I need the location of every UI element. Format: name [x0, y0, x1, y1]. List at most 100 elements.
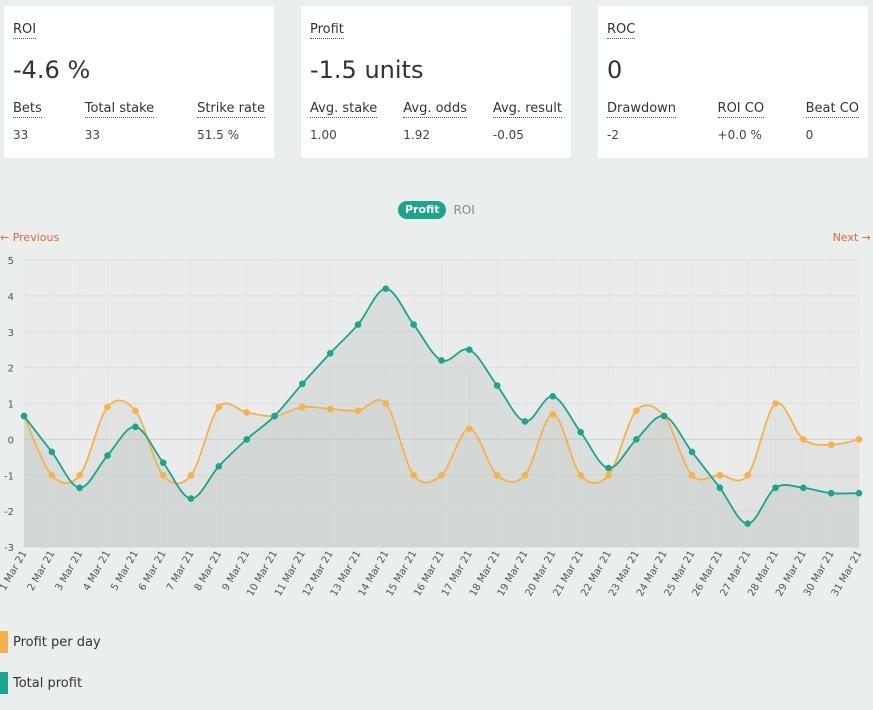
legend-swatch-profit-per-day	[0, 631, 8, 653]
data-point-total-profit	[660, 412, 668, 420]
x-tick-label: 1 Mar 21	[0, 549, 30, 593]
data-point-total-profit	[493, 382, 501, 389]
y-tick-label: -2	[4, 507, 14, 518]
y-tick-label: 4	[8, 292, 14, 303]
y-tick-label: 2	[8, 364, 14, 375]
data-point-total-profit	[577, 428, 584, 436]
data-point-profit-per-day	[215, 403, 223, 411]
avg-stake-value: 1.00	[310, 128, 337, 142]
x-tick-label: 9 Mar 21	[221, 549, 253, 593]
data-point-total-profit	[299, 380, 306, 388]
data-point-total-profit	[605, 464, 612, 472]
data-point-total-profit	[382, 285, 390, 292]
data-point-profit-per-day	[716, 471, 724, 479]
data-point-profit-per-day	[855, 436, 863, 443]
data-point-total-profit	[827, 489, 835, 497]
x-tick-label: 2 Mar 21	[26, 549, 58, 593]
data-point-profit-per-day	[549, 410, 557, 418]
data-point-total-profit	[159, 459, 167, 466]
data-point-profit-per-day	[466, 425, 473, 432]
data-point-total-profit	[744, 520, 751, 527]
profit-chart: 5 4 3 2 1 0 -1 -2 -31 Mar 212 Mar 213 Mar 214 Ma…	[0, 256, 865, 598]
legend-total-profit[interactable]: Total profit	[0, 672, 82, 694]
data-point-total-profit	[855, 489, 863, 497]
legend-swatch-total-profit	[0, 672, 8, 694]
data-point-total-profit	[48, 448, 56, 456]
data-point-profit-per-day	[132, 407, 139, 414]
roi-value: -4.6 %	[13, 56, 91, 84]
data-point-profit-per-day	[438, 471, 445, 479]
next-link[interactable]: Next →	[832, 231, 871, 244]
y-tick-label: 0	[8, 435, 14, 446]
data-point-total-profit	[104, 452, 111, 459]
data-point-total-profit	[521, 418, 529, 425]
chart-mode-toggle: Profit ROI	[398, 201, 475, 219]
x-tick-label: 8 Mar 21	[193, 549, 225, 593]
roc-label[interactable]: ROC	[607, 22, 636, 39]
profit-toggle-button[interactable]: Profit	[398, 201, 447, 219]
y-tick-label: 1	[8, 400, 14, 411]
data-point-profit-per-day	[326, 405, 334, 413]
beat-co-label[interactable]: Beat CO	[805, 101, 859, 118]
strike-rate-value: 51.5 %	[197, 128, 240, 142]
beat-co-value: 0	[805, 128, 814, 142]
series-area-profit-per-day	[24, 399, 859, 547]
total-stake-value: 33	[84, 128, 101, 142]
strike-rate-label[interactable]: Strike rate	[197, 101, 265, 118]
legend-label-total-profit: Total profit	[13, 675, 83, 691]
x-tick-label: 7 Mar 21	[165, 549, 197, 593]
roi-label[interactable]: ROI	[13, 22, 37, 39]
legend-profit-per-day[interactable]: Profit per day	[0, 631, 101, 653]
series-area-total-profit	[24, 288, 859, 547]
avg-odds-label[interactable]: Avg. odds	[403, 101, 467, 118]
drawdown-value: -2	[607, 128, 619, 142]
data-point-profit-per-day	[772, 400, 779, 407]
data-point-total-profit	[215, 462, 223, 470]
x-tick-label: 5 Mar 21	[109, 549, 141, 593]
previous-link[interactable]: ← Previous	[0, 231, 60, 244]
data-point-total-profit	[271, 412, 278, 420]
data-point-total-profit	[633, 436, 640, 443]
data-point-profit-per-day	[104, 403, 111, 411]
profit-card: Profit -1.5 units Avg. stake 1.00 Avg. od…	[301, 6, 571, 158]
data-point-profit-per-day	[48, 471, 56, 479]
avg-stake-label[interactable]: Avg. stake	[310, 101, 378, 118]
data-point-total-profit	[354, 321, 362, 328]
y-tick-label: 5	[8, 256, 14, 267]
total-stake-label[interactable]: Total stake	[84, 101, 155, 118]
data-point-total-profit	[243, 436, 250, 443]
profit-label[interactable]: Profit	[310, 22, 344, 39]
data-point-total-profit	[800, 484, 807, 492]
data-point-profit-per-day	[243, 409, 250, 416]
x-tick-label: 3 Mar 21	[54, 549, 86, 593]
roi-co-value: +0.0 %	[717, 128, 762, 142]
data-point-total-profit	[20, 412, 28, 420]
data-point-total-profit	[76, 484, 83, 492]
avg-result-value: -0.05	[492, 128, 524, 142]
data-point-total-profit	[549, 393, 557, 400]
data-point-total-profit	[688, 448, 696, 456]
y-tick-label: 3	[8, 328, 14, 339]
data-point-total-profit	[772, 484, 779, 492]
roc-value: 0	[607, 56, 623, 84]
data-point-profit-per-day	[827, 441, 835, 449]
avg-odds-value: 1.92	[403, 128, 430, 142]
roi-co-label[interactable]: ROI CO	[717, 101, 765, 118]
legend-label-profit-per-day: Profit per day	[13, 634, 101, 650]
data-point-profit-per-day	[577, 471, 584, 479]
roi-card: ROI -4.6 % Bets 33 Total stake 33 Strike r…	[4, 6, 274, 158]
data-point-profit-per-day	[800, 436, 807, 443]
bets-label[interactable]: Bets	[13, 101, 42, 118]
data-point-profit-per-day	[410, 471, 417, 479]
data-point-total-profit	[716, 484, 724, 492]
roi-toggle-button[interactable]: ROI	[453, 203, 475, 217]
y-tick-label: -3	[4, 543, 14, 554]
y-tick-label: -1	[4, 471, 14, 482]
data-point-profit-per-day	[299, 403, 306, 411]
data-point-total-profit	[410, 321, 417, 328]
data-point-total-profit	[466, 346, 473, 353]
drawdown-label[interactable]: Drawdown	[607, 101, 677, 118]
avg-result-label[interactable]: Avg. result	[492, 101, 562, 118]
bets-value: 33	[13, 128, 29, 142]
data-point-profit-per-day	[688, 471, 696, 479]
